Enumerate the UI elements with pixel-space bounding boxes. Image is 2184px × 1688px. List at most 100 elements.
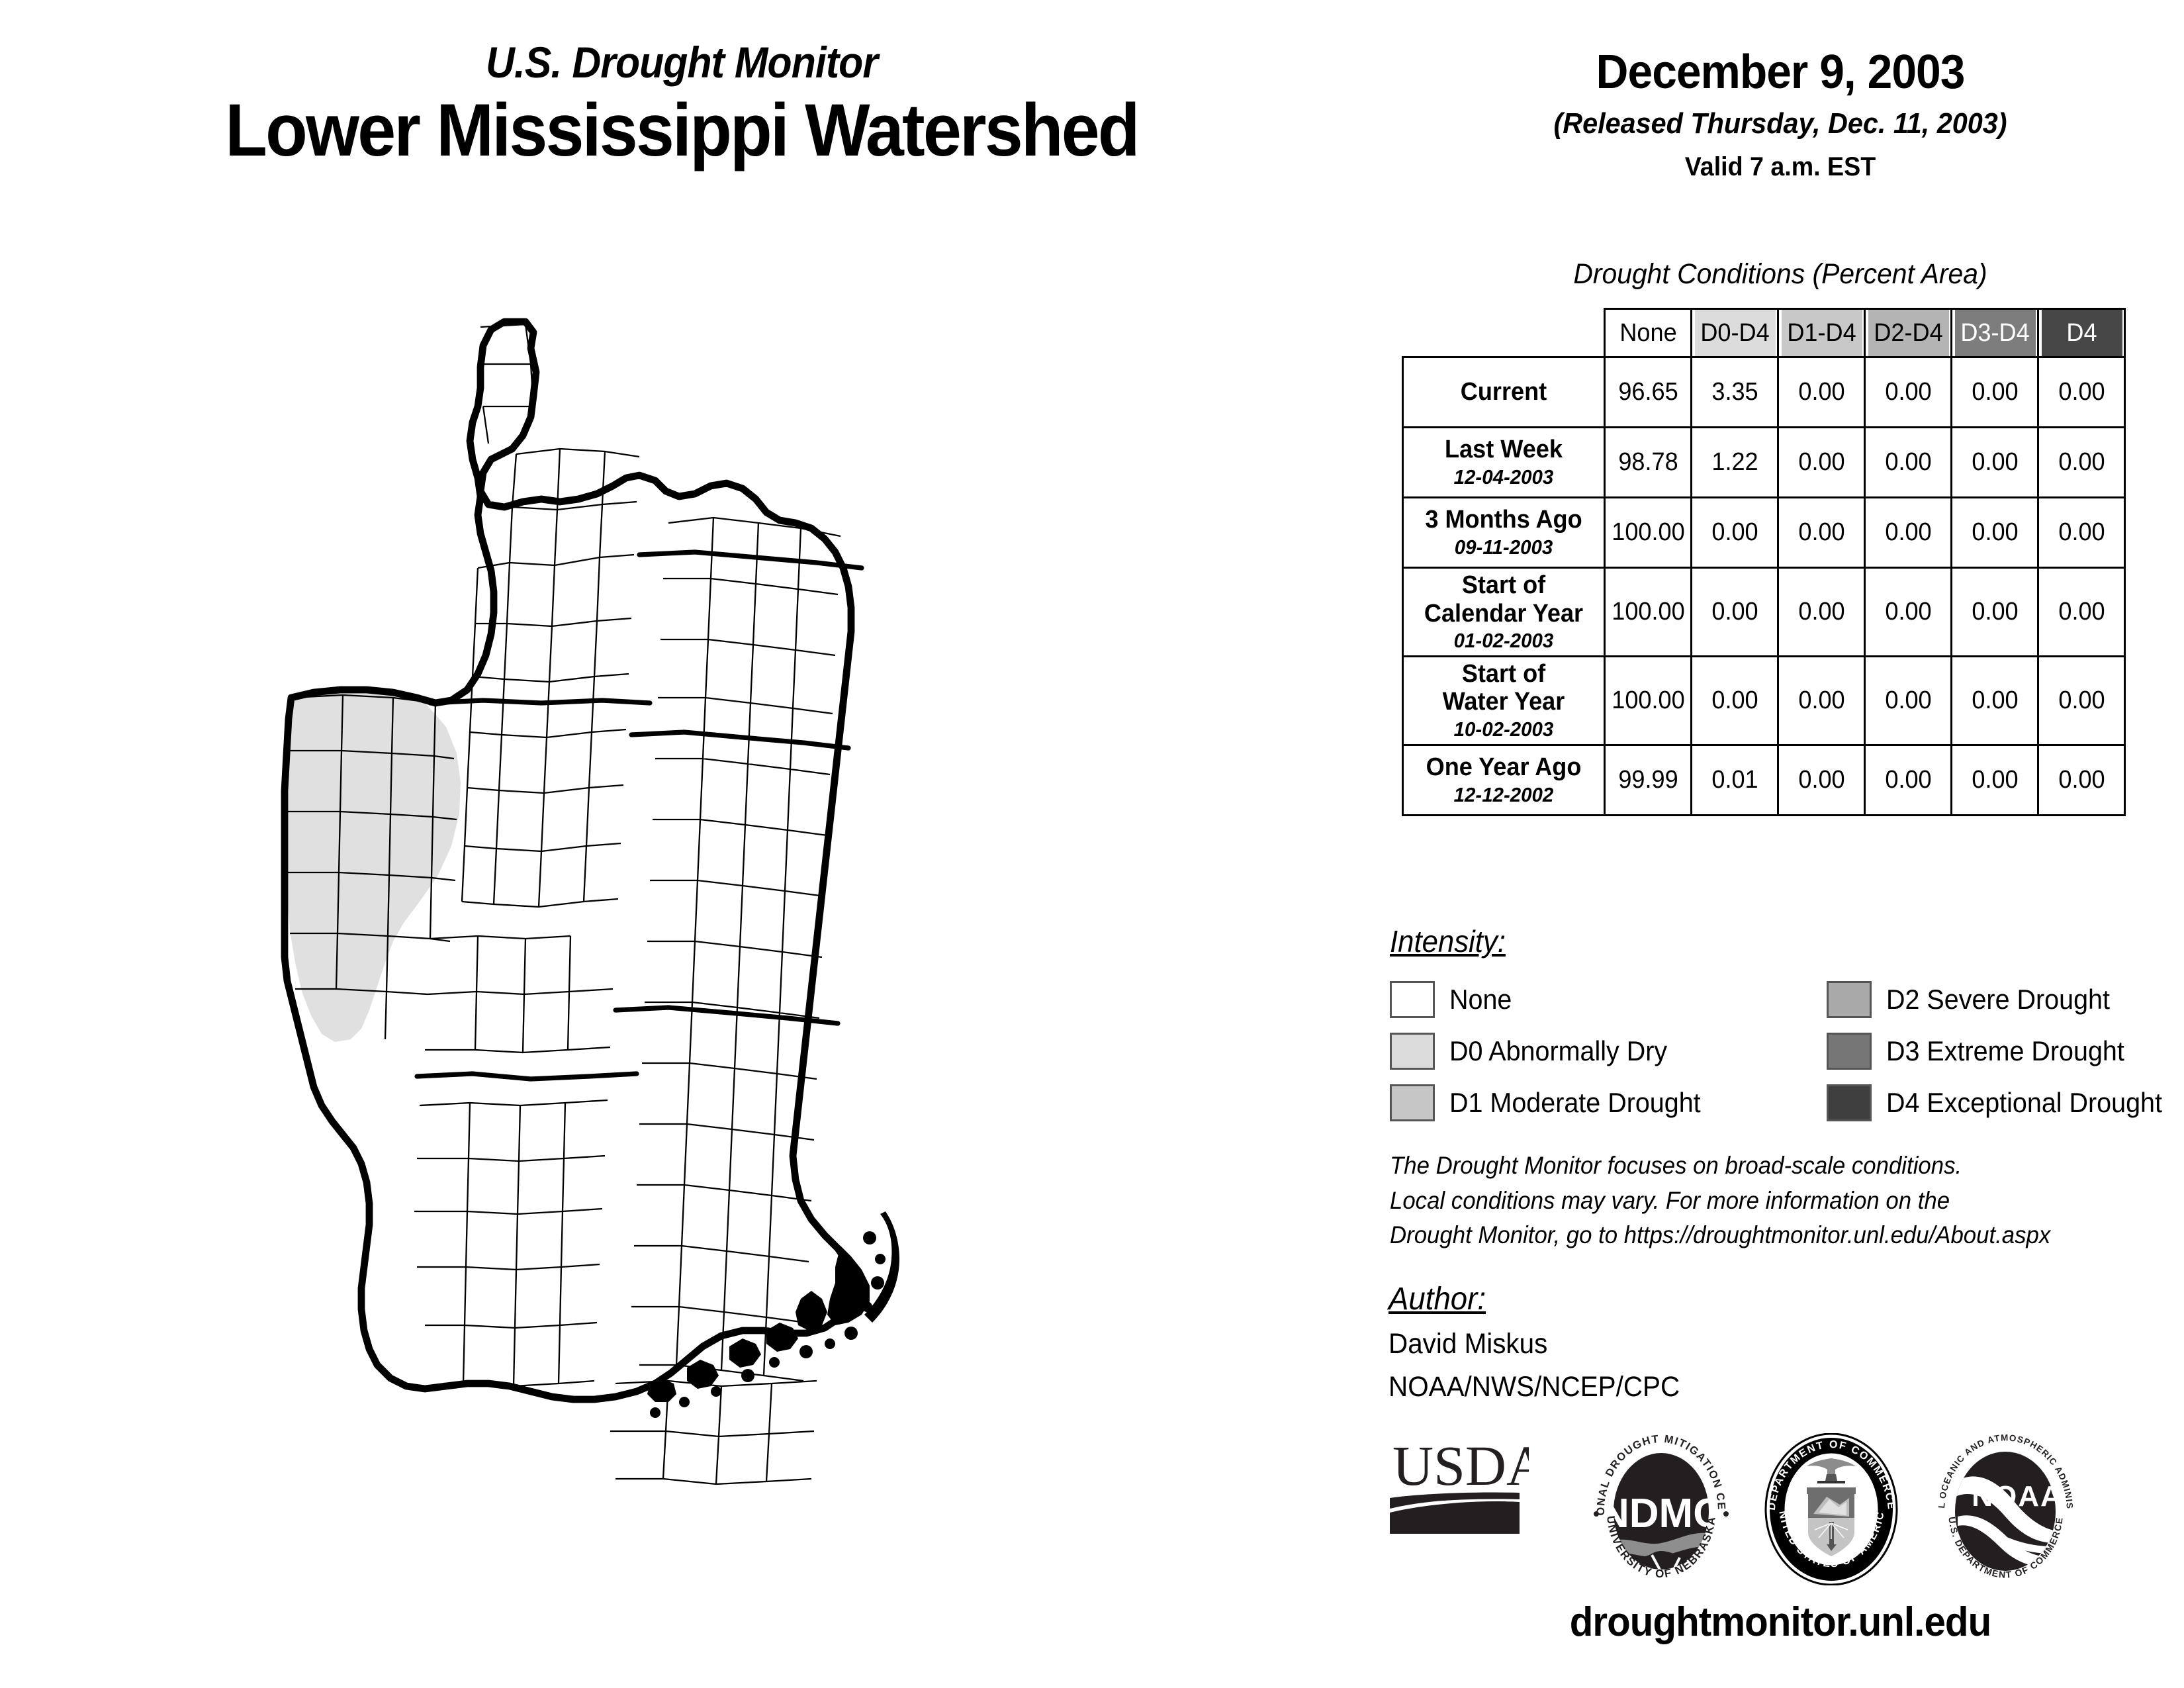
column-header-d4: D4 — [2039, 308, 2124, 358]
row-label-text: One Year Ago — [1426, 753, 1582, 781]
watershed-map — [218, 285, 1211, 1575]
legend-label: D2 Severe Drought — [1886, 984, 2110, 1015]
cell-d2-d4: 0.00 — [1866, 356, 1950, 428]
legend-entry: D1 Moderate Drought — [1390, 1084, 1827, 1121]
legend-entry: D3 Extreme Drought — [1827, 1033, 2184, 1070]
row-label-date: 10-02-2003 — [1453, 717, 1554, 741]
county-boundaries — [286, 323, 841, 1485]
row-label-date: 12-12-2002 — [1453, 782, 1554, 806]
date-header-block: December 9, 2003 (Released Thursday, Dec… — [1377, 46, 2184, 181]
row-label-text: Start of — [1461, 659, 1546, 688]
cell-d2-d4: 0.00 — [1866, 496, 1950, 569]
cell-d3-d4: 0.00 — [1952, 567, 2037, 657]
legend-label: D4 Exceptional Drought — [1886, 1087, 2162, 1118]
svg-text:NOAA: NOAA — [1972, 1480, 2063, 1513]
footer-url: droughtmonitor.unl.edu — [1569, 1599, 1991, 1645]
cell-d1-d4: 0.00 — [1779, 426, 1864, 498]
legend-swatch-icon — [1827, 1033, 1872, 1070]
table-row: Start of Calendar Year 01-02-2003 100.00 0.0… — [1402, 567, 2125, 657]
table-row: Last Week 12-04-2003 98.78 1.22 0.00 0.00 0.00… — [1402, 426, 2125, 498]
watershed-title: Lower Mississippi Watershed — [225, 89, 1140, 172]
map-root — [281, 318, 900, 1485]
release-date: (Released Thursday, Dec. 11, 2003) — [1553, 107, 2007, 140]
cell-d1-d4: 0.00 — [1779, 743, 1864, 816]
cell-d0-d4: 0.00 — [1692, 655, 1777, 746]
cell-d4: 0.00 — [2039, 496, 2124, 569]
drought-conditions-table: None D0-D4 D1-D4 D2-D4 D3-D4 D4 Current 9… — [1402, 308, 2126, 816]
intensity-heading: Intensity: — [1390, 924, 1506, 959]
column-header-d3-d4: D3-D4 — [1952, 308, 2037, 358]
table-caption: Drought Conditions (Percent Area) — [1573, 258, 1987, 290]
cell-d4: 0.00 — [2039, 356, 2124, 428]
row-label: Last Week 12-04-2003 — [1402, 426, 1606, 498]
cell-none: 100.00 — [1606, 567, 1690, 657]
cell-d3-d4: 0.00 — [1952, 743, 2037, 816]
cell-none: 100.00 — [1606, 655, 1690, 746]
cell-none: 100.00 — [1606, 496, 1690, 569]
cell-d3-d4: 0.00 — [1952, 655, 2037, 746]
cell-d1-d4: 0.00 — [1779, 655, 1864, 746]
author-name: David Miskus — [1388, 1328, 1548, 1360]
table-row: Start of Water Year 10-02-2003 100.00 0.00 0.… — [1402, 655, 2125, 746]
left-title-block: U.S. Drought Monitor Lower Mississippi W… — [0, 38, 1363, 172]
cell-d0-d4: 0.00 — [1692, 567, 1777, 657]
legend-entry: None — [1390, 981, 1827, 1018]
column-header-none: None — [1606, 308, 1690, 358]
cell-d3-d4: 0.00 — [1952, 426, 2037, 498]
cell-d2-d4: 0.00 — [1866, 743, 1950, 816]
row-label-text: Current — [1460, 378, 1547, 406]
cell-d1-d4: 0.00 — [1779, 496, 1864, 569]
state-boundaries — [414, 549, 864, 1082]
valid-time: Valid 7 a.m. EST — [1684, 152, 1876, 181]
svg-text:NDMC: NDMC — [1600, 1491, 1723, 1536]
ndmc-logo: NDMC NATIONAL DROUGHT MITIGATION CENTER … — [1584, 1424, 1734, 1589]
drought-monitor-supertitle: U.S. Drought Monitor — [485, 38, 878, 87]
noaa-logo: NOAA NATIONAL OCEANIC AND ATMOSPHERIC AD… — [1927, 1425, 2080, 1589]
table-header-row: None D0-D4 D1-D4 D2-D4 D3-D4 D4 — [1403, 308, 2125, 358]
row-label-date: 01-02-2003 — [1453, 629, 1554, 653]
disclaimer-text: The Drought Monitor focuses on broad-sca… — [1390, 1149, 2184, 1253]
legend-grid: None D2 Severe Drought D0 Abnormally Dry D3… — [1390, 974, 2184, 1129]
cell-d4: 0.00 — [2039, 426, 2124, 498]
cell-d2-d4: 0.00 — [1866, 655, 1950, 746]
disclaimer-line-3: Drought Monitor, go to https://droughtmo… — [1390, 1221, 2051, 1249]
report-date: December 9, 2003 — [1596, 46, 1966, 99]
row-label-date: 12-04-2003 — [1453, 465, 1554, 489]
row-label-date: 09-11-2003 — [1454, 535, 1553, 559]
cell-d0-d4: 0.00 — [1692, 496, 1777, 569]
disclaimer-line-2: Local conditions may vary. For more info… — [1390, 1186, 1950, 1214]
row-label: Start of Water Year 10-02-2003 — [1402, 655, 1606, 746]
cell-d1-d4: 0.00 — [1779, 356, 1864, 428]
mississippi-delta-detail — [647, 1211, 900, 1418]
cell-d0-d4: 0.01 — [1692, 743, 1777, 816]
legend-swatch-icon — [1390, 1084, 1435, 1121]
row-label-text: Calendar Year — [1424, 599, 1584, 628]
row-label-text: 3 Months Ago — [1425, 506, 1582, 534]
cell-none: 98.78 — [1606, 426, 1690, 498]
d0-drought-region — [286, 687, 461, 1042]
legend-label: D1 Moderate Drought — [1449, 1087, 1701, 1118]
cell-d4: 0.00 — [2039, 655, 2124, 746]
logo-row: USDA NDMC NATIONAL DROUGHT MITIGATION CE… — [1389, 1424, 2171, 1592]
legend-swatch-icon — [1390, 1033, 1435, 1070]
cell-d4: 0.00 — [2039, 567, 2124, 657]
cell-none: 96.65 — [1606, 356, 1690, 428]
row-label-text: Start of — [1461, 571, 1546, 599]
row-label-text: Last Week — [1445, 436, 1563, 464]
svg-text:USDA: USDA — [1392, 1434, 1529, 1497]
column-header-d2-d4: D2-D4 — [1866, 308, 1950, 358]
disclaimer-line-1: The Drought Monitor focuses on broad-sca… — [1390, 1152, 1962, 1179]
legend-label: None — [1449, 984, 1512, 1015]
column-header-d0-d4: D0-D4 — [1692, 308, 1777, 358]
author-block: Author: David Miskus NOAA/NWS/NCEP/CPC — [1388, 1281, 2183, 1403]
doc-seal: DEPARTMENT OF COMMERCE UNITED STATES OF … — [1756, 1425, 1903, 1589]
legend-entry: D4 Exceptional Drought — [1827, 1084, 2184, 1121]
cell-none: 99.99 — [1606, 743, 1690, 816]
row-label: Start of Calendar Year 01-02-2003 — [1402, 567, 1606, 657]
cell-d0-d4: 1.22 — [1692, 426, 1777, 498]
legend-entry: D2 Severe Drought — [1827, 981, 2184, 1018]
legend-label: D0 Abnormally Dry — [1449, 1035, 1668, 1066]
author-affiliation: NOAA/NWS/NCEP/CPC — [1388, 1371, 1680, 1403]
legend-swatch-icon — [1827, 1084, 1872, 1121]
cell-d0-d4: 3.35 — [1692, 356, 1777, 428]
